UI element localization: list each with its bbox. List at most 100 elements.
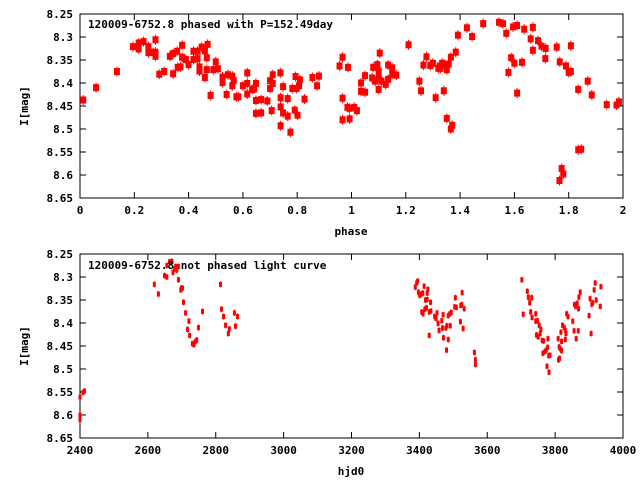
data-point — [584, 76, 591, 87]
x-tick-label: 3800 — [542, 444, 569, 457]
y-tick-label: 8.45 — [47, 340, 74, 353]
y-tick-label: 8.35 — [47, 294, 74, 307]
data-point — [176, 276, 180, 283]
data-point — [454, 30, 461, 41]
data-point — [446, 336, 450, 343]
x-tick-label: 2600 — [135, 444, 162, 457]
x-tick-label: 3600 — [474, 444, 501, 457]
data-point — [175, 267, 179, 274]
data-point — [480, 18, 487, 29]
data-point — [161, 66, 168, 77]
data-point — [190, 54, 197, 65]
data-point — [393, 70, 400, 81]
data-point — [469, 31, 476, 42]
data-point — [301, 94, 308, 105]
data-point — [145, 47, 152, 58]
data-point — [591, 299, 595, 306]
data-point — [284, 111, 291, 122]
data-point — [527, 33, 534, 44]
data-point — [179, 52, 186, 63]
data-point — [441, 311, 445, 318]
x-tick-label: 4000 — [610, 444, 637, 457]
y-tick-label: 8.3 — [53, 271, 73, 284]
data-point — [362, 70, 369, 81]
data-point — [461, 325, 465, 332]
data-point — [212, 56, 219, 67]
data-point — [385, 74, 392, 85]
data-point — [292, 71, 299, 82]
data-point — [78, 394, 82, 401]
data-point — [589, 330, 593, 337]
y-tick-label: 8.6 — [53, 169, 73, 182]
data-point — [346, 103, 353, 114]
data-point — [339, 114, 346, 125]
data-point — [558, 355, 562, 362]
data-point — [226, 330, 230, 337]
data-point — [156, 69, 163, 80]
data-point — [269, 78, 276, 89]
y-tick-label: 8.4 — [53, 77, 73, 90]
phased-light-curve-chart: phase I[mag] 0 0.2 0.4 0.6 0.8 1 1.2 1.4 1.6 1.8 2… — [18, 8, 626, 238]
data-point — [113, 66, 120, 77]
data-point — [179, 40, 186, 51]
data-point — [214, 63, 221, 74]
data-point — [530, 314, 534, 321]
data-point — [592, 286, 596, 293]
data-point — [525, 288, 529, 295]
data-point — [529, 22, 536, 33]
data-point — [294, 110, 301, 121]
data-point — [548, 352, 552, 359]
data-point — [152, 51, 159, 62]
data-point — [521, 311, 525, 318]
data-point — [378, 76, 385, 87]
data-point — [567, 40, 574, 51]
data-point — [505, 67, 512, 78]
data-point — [429, 308, 433, 315]
data-point — [520, 276, 524, 283]
data-point — [542, 53, 549, 64]
data-point — [453, 303, 457, 310]
data-point — [422, 283, 426, 290]
data-point — [353, 105, 360, 116]
data-point — [458, 318, 462, 325]
data-point — [574, 335, 578, 342]
data-point — [207, 90, 214, 101]
data-point — [425, 296, 429, 303]
x-tick-label: 3000 — [270, 444, 297, 457]
y-tick-label: 8.25 — [47, 248, 74, 261]
data-point — [556, 335, 560, 342]
data-point — [423, 51, 430, 62]
data-point — [534, 331, 538, 338]
x-tick-label: 2 — [620, 204, 627, 217]
data-point — [339, 52, 346, 63]
data-point — [219, 281, 223, 288]
data-point — [232, 309, 236, 316]
y-tick-label: 8.65 — [47, 192, 74, 205]
data-point — [588, 89, 595, 100]
data-point — [542, 337, 546, 344]
x-tick-label: 0.2 — [124, 204, 144, 217]
x-tick-label: 1.4 — [450, 204, 470, 217]
data-point — [567, 66, 574, 77]
data-point — [203, 64, 210, 75]
data-point — [344, 62, 351, 73]
data-point — [309, 72, 316, 83]
data-point — [258, 107, 265, 118]
data-point — [78, 416, 82, 423]
data-point — [575, 84, 582, 95]
data-point — [244, 78, 251, 89]
data-point — [587, 312, 591, 319]
data-point — [545, 363, 549, 370]
data-point — [193, 338, 197, 345]
data-point — [538, 330, 542, 337]
data-point — [559, 329, 563, 336]
data-point — [560, 169, 567, 180]
data-point — [536, 333, 540, 340]
data-point — [445, 322, 449, 329]
data-point — [556, 56, 563, 67]
data-point — [224, 69, 231, 80]
data-point — [435, 309, 439, 316]
data-point — [196, 324, 200, 331]
data-point — [566, 313, 570, 320]
data-point — [453, 294, 457, 301]
